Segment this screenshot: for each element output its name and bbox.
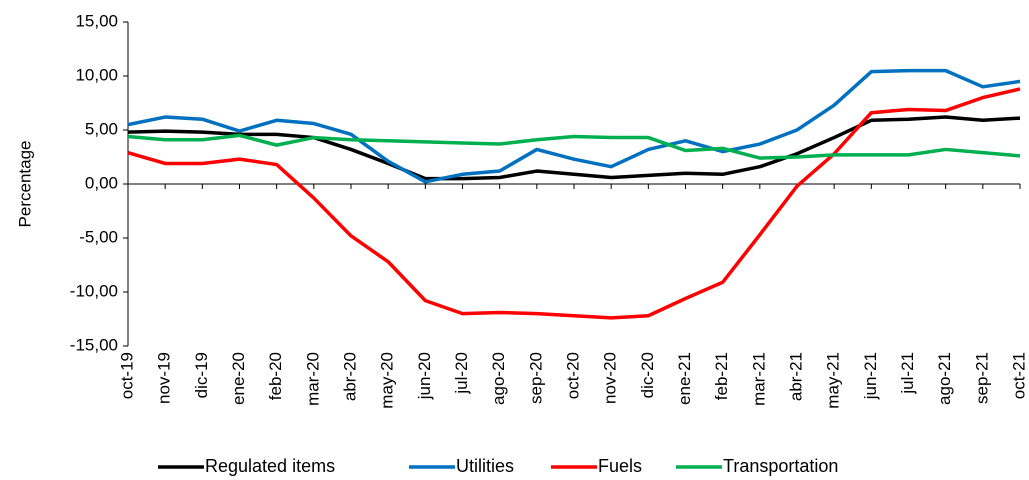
legend-label: Regulated items <box>205 456 335 476</box>
y-tick-label: -10,00 <box>70 281 118 300</box>
x-tick-label: ene-21 <box>675 352 694 405</box>
y-tick-label: -5,00 <box>79 227 118 246</box>
x-tick-label: oct-20 <box>563 352 582 399</box>
y-tick-label: -15,00 <box>70 335 118 354</box>
x-tick-label: dic-19 <box>192 352 211 398</box>
x-tick-label: abr-20 <box>340 352 359 401</box>
series-line <box>127 68 1021 184</box>
legend-label: Utilities <box>456 456 514 476</box>
x-tick-label: dic-20 <box>638 352 657 398</box>
x-tick-label: feb-21 <box>712 352 731 400</box>
x-tick-label: abr-21 <box>786 352 805 401</box>
x-tick-label: may-20 <box>378 352 397 409</box>
series-line <box>127 133 1021 160</box>
y-tick-label: 10,00 <box>75 65 118 84</box>
legend-label: Transportation <box>723 456 838 476</box>
x-tick-label: oct-21 <box>1009 352 1028 399</box>
x-tick-label: sep-20 <box>526 352 545 404</box>
series-line <box>127 115 1021 181</box>
y-tick-label: 5,00 <box>85 119 118 138</box>
x-tick-label: feb-20 <box>266 352 285 400</box>
x-tick-label: oct-19 <box>117 352 136 399</box>
series-line <box>127 87 1021 320</box>
x-tick-label: jun-21 <box>861 352 880 400</box>
x-tick-label: mar-20 <box>303 352 322 406</box>
x-tick-label: ago-21 <box>935 352 954 405</box>
x-tick-label: nov-20 <box>601 352 620 404</box>
x-tick-label: jun-20 <box>415 352 434 400</box>
x-tick-label: ago-20 <box>489 352 508 405</box>
legend-label: Fuels <box>598 456 642 476</box>
x-tick-label: jul-21 <box>898 352 917 395</box>
y-axis-label: Percentage <box>15 141 34 228</box>
x-tick-label: may-21 <box>824 352 843 409</box>
y-tick-label: 15,00 <box>75 11 118 30</box>
x-tick-label: nov-19 <box>155 352 174 404</box>
x-tick-label: ene-20 <box>229 352 248 405</box>
x-tick-label: mar-21 <box>749 352 768 406</box>
x-tick-label: sep-21 <box>972 352 991 404</box>
y-tick-label: 0,00 <box>85 173 118 192</box>
x-tick-label: jul-20 <box>452 352 471 395</box>
